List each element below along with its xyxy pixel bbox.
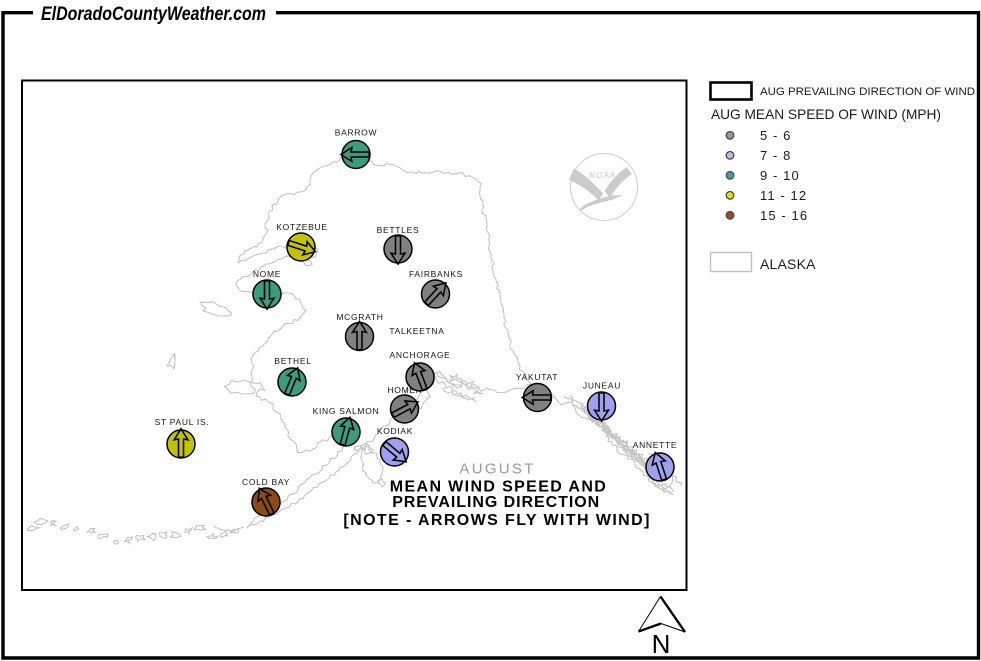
svg-text:9 - 10: 9 - 10 [760, 168, 800, 183]
svg-text:MCGRATH: MCGRATH [336, 312, 383, 322]
svg-text:KOTZEBUE: KOTZEBUE [276, 222, 327, 232]
svg-text:ST PAUL IS.: ST PAUL IS. [155, 417, 210, 427]
svg-text:ALASKA: ALASKA [760, 256, 816, 272]
svg-text:5 - 6: 5 - 6 [760, 128, 792, 143]
svg-text:BETHEL: BETHEL [274, 356, 311, 366]
svg-text:NOME: NOME [253, 269, 281, 279]
svg-text:COLD BAY: COLD BAY [242, 477, 290, 487]
svg-text:AUGUST: AUGUST [459, 461, 533, 478]
svg-text:11 - 12: 11 - 12 [760, 188, 807, 203]
svg-text:7 - 8: 7 - 8 [760, 148, 792, 163]
svg-text:KODIAK: KODIAK [377, 426, 413, 436]
svg-text:TALKEETNA: TALKEETNA [389, 326, 444, 336]
svg-text:ElDoradoCountyWeather.com: ElDoradoCountyWeather.com [41, 4, 266, 25]
svg-text:N: N [652, 629, 671, 659]
svg-text:HOMER: HOMER [387, 385, 422, 395]
svg-text:AUG MEAN SPEED OF WIND (MPH): AUG MEAN SPEED OF WIND (MPH) [711, 106, 941, 122]
svg-text:BARROW: BARROW [335, 128, 377, 138]
svg-text:15 - 16: 15 - 16 [760, 208, 808, 223]
svg-text:AUG PREVAILING DIRECTION OF WI: AUG PREVAILING DIRECTION OF WIND [760, 86, 975, 98]
svg-text:MEAN WIND SPEED AND: MEAN WIND SPEED AND [390, 478, 606, 495]
svg-text:PREVAILING DIRECTION: PREVAILING DIRECTION [392, 494, 599, 511]
svg-text:[NOTE - ARROWS FLY WITH WIND]: [NOTE - ARROWS FLY WITH WIND] [343, 512, 649, 529]
svg-text:ANNETTE: ANNETTE [633, 440, 678, 450]
svg-text:KING SALMON: KING SALMON [313, 406, 380, 416]
svg-text:BETTLES: BETTLES [377, 225, 420, 235]
svg-text:YAKUTAT: YAKUTAT [516, 372, 558, 382]
svg-text:FAIRBANKS: FAIRBANKS [409, 269, 463, 279]
svg-text:ANCHORAGE: ANCHORAGE [389, 350, 450, 360]
svg-text:JUNEAU: JUNEAU [583, 381, 621, 391]
svg-text:NOAA: NOAA [589, 171, 616, 180]
